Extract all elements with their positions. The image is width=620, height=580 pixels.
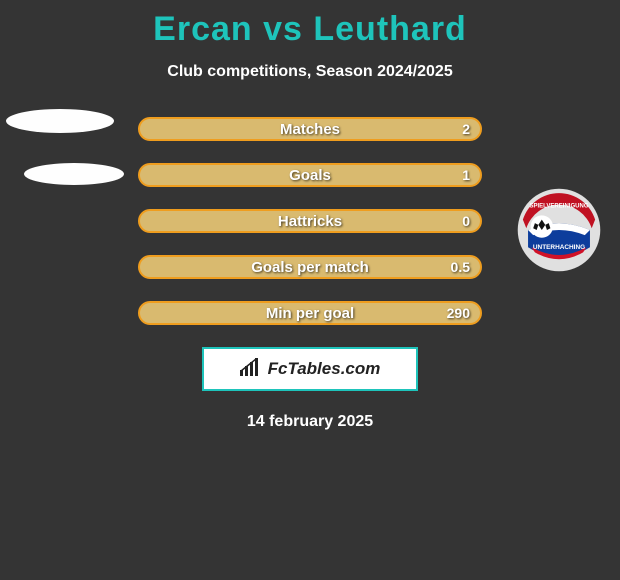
fctables-link[interactable]: FcTables.com	[202, 347, 418, 391]
stat-right-value: 290	[447, 303, 470, 323]
stat-label: Hattricks	[278, 213, 342, 230]
stat-right-value: 1	[462, 165, 470, 185]
left-player-placeholder	[6, 109, 124, 215]
comparison-content: SPIELVEREINIGUNG UNTERHACHING Matches 2 …	[0, 117, 620, 431]
club-crest: SPIELVEREINIGUNG UNTERHACHING	[516, 187, 602, 273]
stat-right-value: 0	[462, 211, 470, 231]
placeholder-ellipse	[24, 163, 124, 185]
stat-bar: Matches 2	[138, 117, 482, 141]
chart-icon	[240, 358, 262, 381]
stat-right-value: 2	[462, 119, 470, 139]
stat-label: Matches	[280, 121, 340, 138]
date-label: 14 february 2025	[0, 413, 620, 431]
stat-label: Goals	[289, 167, 331, 184]
stat-bars: Matches 2 Goals 1 Hattricks 0 Goals per …	[138, 117, 482, 325]
stat-bar: Goals 1	[138, 163, 482, 187]
stat-right-value: 0.5	[451, 257, 470, 277]
stat-bar: Min per goal 290	[138, 301, 482, 325]
stat-label: Goals per match	[251, 259, 369, 276]
fctables-label: FcTables.com	[268, 359, 381, 379]
placeholder-ellipse	[6, 109, 114, 133]
subtitle: Club competitions, Season 2024/2025	[0, 63, 620, 81]
page-title: Ercan vs Leuthard	[0, 0, 620, 49]
stat-bar: Hattricks 0	[138, 209, 482, 233]
crest-lower-text: UNTERHACHING	[533, 244, 585, 251]
stat-bar: Goals per match 0.5	[138, 255, 482, 279]
crest-banner-text: SPIELVEREINIGUNG	[529, 204, 588, 210]
stat-label: Min per goal	[266, 305, 354, 322]
